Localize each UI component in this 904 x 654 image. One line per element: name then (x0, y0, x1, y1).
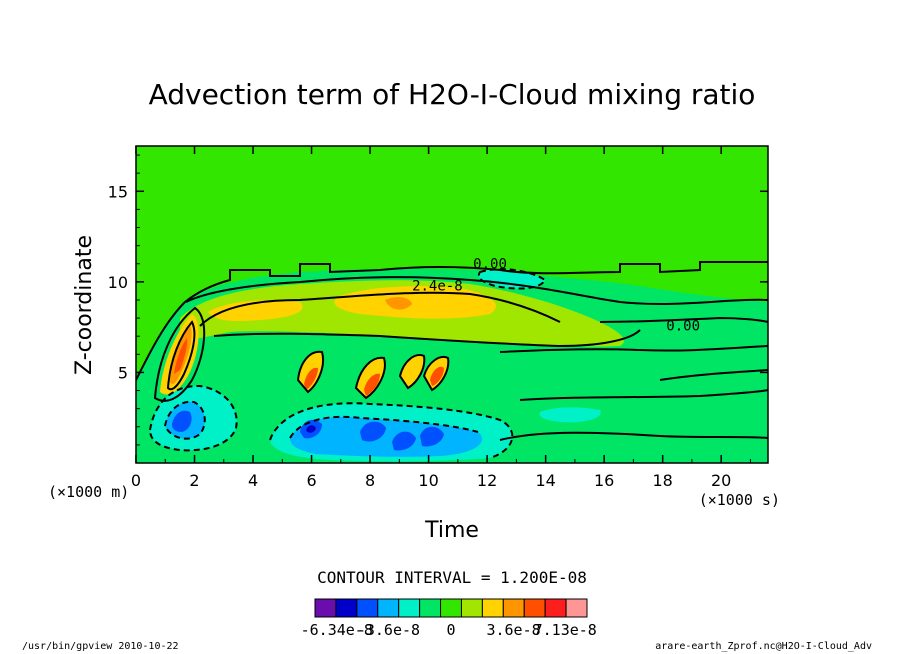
colorbar (314, 598, 588, 618)
footer-left: /usr/bin/gpview 2010-10-22 (22, 641, 179, 652)
chart-title: Advection term of H2O-I-Cloud mixing rat… (149, 78, 756, 111)
contour-zero-lower (185, 276, 768, 305)
colorbar-swatch (502, 598, 525, 618)
positive-region-upper-center-core (385, 296, 412, 310)
colorbar-swatch (460, 598, 483, 618)
x-tick-label: 14 (535, 471, 555, 490)
contour-neg-lower-center-inner (289, 415, 479, 439)
contour-labels: 0.00 2.4e-8 0.00 (412, 257, 700, 335)
contour-upper-band-low (213, 329, 641, 348)
positive-cell-mid-2-core (364, 373, 380, 396)
x-tick-label: 2 (189, 471, 199, 490)
contour-label: 2.4e-8 (412, 278, 463, 294)
colorbar-swatch (481, 598, 504, 618)
negative-core-2 (360, 421, 386, 442)
contour-neg-lower-center (269, 402, 514, 459)
y-axis: 5 10 15 (108, 154, 768, 446)
x-axis-title: Time (424, 518, 479, 543)
y-axis-unit: (×1000 m) (48, 483, 129, 501)
x-tick-label: 8 (365, 471, 375, 490)
negative-core-4 (420, 426, 444, 447)
x-tick-label: 10 (418, 471, 438, 490)
colorbar-label: 3.6e-8 (486, 621, 540, 639)
y-axis-title: Z-coordinate (72, 235, 97, 375)
x-tick-label: 6 (306, 471, 316, 490)
contour-negative-upper-right (477, 268, 547, 290)
positive-cell-mid-1-core (304, 367, 318, 390)
contour-lower-right (499, 369, 768, 441)
contour-neg-lower-left (148, 384, 238, 452)
x-tick-label: 16 (594, 471, 614, 490)
colorbar-label: -3.6e-8 (357, 621, 420, 639)
colorbar-labels: -6.34e-8-3.6e-8 0 3.6e-87.13e-8 (301, 621, 597, 639)
negative-region-upper-right (478, 269, 545, 289)
y-tick-label: 10 (108, 273, 128, 292)
x-tick-label: 20 (711, 471, 731, 490)
plot-frame (135, 145, 769, 464)
contour-interval-label: CONTOUR INTERVAL = 1.200E-08 (317, 568, 587, 587)
negative-region-lower-center-mid (290, 416, 483, 457)
colorbar-swatch (523, 598, 546, 618)
x-tick-label: 0 (131, 471, 141, 490)
positive-region-upper-left (208, 300, 303, 322)
colorbar-label: 7.13e-8 (534, 621, 597, 639)
contour-neg-lower-left-inner (163, 400, 206, 440)
y-tick-label: 15 (108, 182, 128, 201)
contour-label: 0.00 (666, 318, 700, 334)
positive-cell-mid-4-core (430, 366, 444, 386)
x-axis: 0 2 4 6 8 10 12 14 16 18 20 (131, 146, 751, 490)
colorbar-swatch (440, 598, 462, 618)
contour-zero-upper (136, 261, 768, 381)
contour-right-line (599, 316, 768, 323)
contour-cell-early (153, 306, 206, 402)
negative-region-lower-left-core (172, 410, 192, 432)
colorbar-label: 0 (446, 621, 455, 639)
contour-label: 0.00 (473, 257, 507, 273)
colorbar-swatch (377, 598, 400, 618)
plot-area (136, 146, 768, 463)
contour-cell-early-inner (166, 320, 196, 391)
colorbar-label: -6.34e-8 (301, 621, 373, 639)
x-tick-label: 18 (652, 471, 672, 490)
colorbar-swatch (398, 598, 421, 618)
footer-right: arare-earth_Zprof.nc@H2O-I-Cloud_Adv (655, 641, 872, 652)
x-axis-unit: (×1000 s) (699, 491, 780, 509)
colorbar-swatch (544, 598, 567, 618)
negative-region-right-low (539, 407, 601, 423)
colorbar-swatch (565, 598, 588, 618)
colorbar-swatch (419, 598, 442, 618)
contour-right-lower (499, 345, 768, 353)
colorbar-swatch (356, 598, 379, 618)
contour-upper-band-inner (199, 291, 561, 327)
colorbar-swatch (335, 598, 358, 618)
y-tick-label: 5 (118, 363, 128, 382)
contour-mid-cells (296, 350, 450, 400)
x-tick-label: 4 (248, 471, 258, 490)
x-tick-label: 12 (477, 471, 497, 490)
negative-core-3 (392, 431, 416, 451)
negative-core-deep (306, 425, 316, 433)
colorbar-swatch (314, 598, 337, 618)
contour-lines (136, 261, 768, 459)
positive-cell-early-peak (174, 338, 188, 374)
